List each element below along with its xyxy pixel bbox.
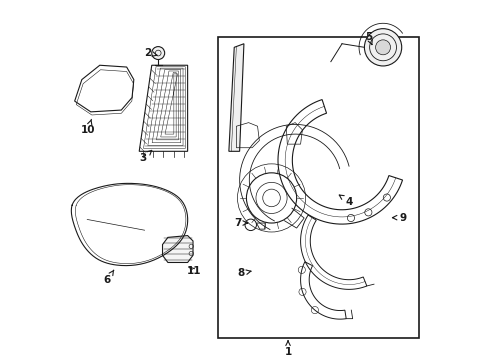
Text: 5: 5: [365, 32, 372, 45]
Text: 11: 11: [187, 266, 201, 276]
Text: 2: 2: [144, 48, 157, 58]
Text: 9: 9: [392, 213, 406, 222]
Text: 8: 8: [238, 268, 251, 278]
Text: 3: 3: [139, 150, 152, 163]
Text: 10: 10: [81, 120, 95, 135]
Polygon shape: [229, 44, 244, 151]
Circle shape: [376, 40, 391, 55]
Bar: [218, 37, 419, 338]
Circle shape: [152, 46, 165, 59]
Polygon shape: [163, 235, 193, 262]
Text: 6: 6: [103, 270, 114, 285]
Circle shape: [365, 29, 402, 66]
Text: 1: 1: [284, 341, 292, 357]
Text: 4: 4: [339, 195, 353, 207]
Text: 7: 7: [234, 218, 247, 228]
